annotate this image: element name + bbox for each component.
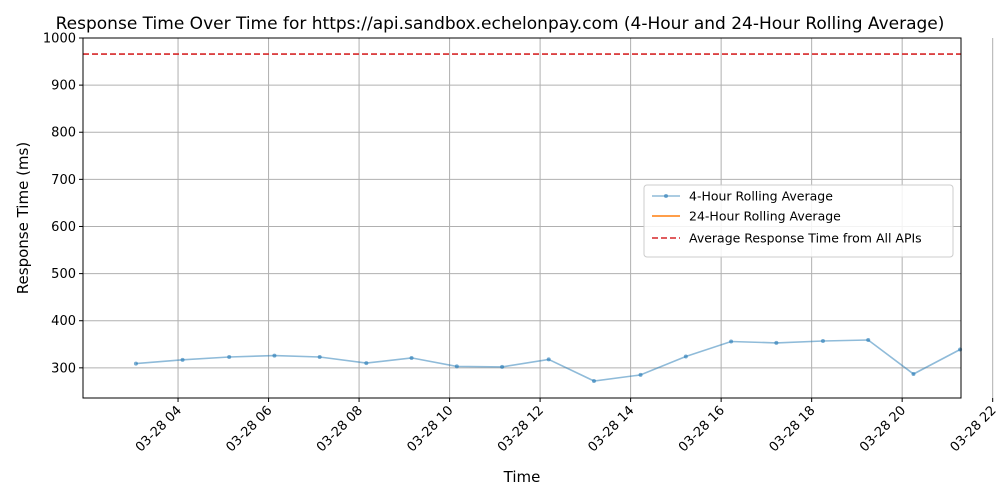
- legend-label: 24-Hour Rolling Average: [689, 209, 841, 224]
- x-tick-label: 03-28 16: [676, 403, 728, 455]
- series-point-4h-rolling-average: [774, 340, 779, 345]
- x-tick-label: 03-28 08: [314, 403, 366, 455]
- series-point-4h-rolling-average: [911, 371, 916, 376]
- series-layer: [83, 53, 963, 384]
- series-point-4h-rolling-average: [227, 355, 232, 360]
- x-tick-label: 03-28 14: [586, 403, 638, 455]
- x-axis: 03-28 04 03-28 06 03-28 08 03-28 10 03-28 12…: [133, 398, 1000, 455]
- legend-frame: [643, 184, 954, 258]
- series-point-4h-rolling-average: [364, 361, 369, 366]
- legend-label: Average Response Time from All APIs: [689, 231, 922, 246]
- x-tick-label: 03-28 10: [404, 403, 456, 455]
- y-tick-label: 900: [51, 79, 76, 94]
- y-tick-label: 500: [51, 267, 76, 282]
- legend-swatch-marker: [664, 194, 668, 198]
- series-point-4h-rolling-average: [546, 357, 551, 362]
- x-tick-label: 03-28 20: [857, 403, 909, 455]
- series-point-4h-rolling-average: [272, 353, 277, 358]
- y-axis: 300 400 500 600 700 800 900 1000: [43, 32, 83, 376]
- y-tick-label: 700: [51, 173, 76, 188]
- series-point-4h-rolling-average: [591, 379, 596, 384]
- series-point-4h-rolling-average: [500, 364, 505, 369]
- series-point-4h-rolling-average: [409, 355, 414, 360]
- x-tick-label: 03-28 18: [767, 403, 819, 455]
- y-axis-label: Response Time (ms): [14, 142, 32, 294]
- x-tick-label: 03-28 04: [133, 403, 185, 455]
- series-point-4h-rolling-average: [638, 372, 643, 377]
- x-axis-label: Time: [503, 468, 541, 486]
- legend: 4-Hour Rolling Average 24-Hour Rolling Av…: [643, 184, 954, 258]
- series-point-4h-rolling-average: [317, 355, 322, 360]
- y-tick-label: 1000: [43, 32, 76, 47]
- series-point-4h-rolling-average: [820, 338, 825, 343]
- series-point-4h-rolling-average: [866, 338, 871, 343]
- series-point-4h-rolling-average: [133, 361, 138, 366]
- plot-frame: [82, 37, 962, 399]
- chart-title: Response Time Over Time for https://api.…: [56, 14, 945, 34]
- series-point-4h-rolling-average: [729, 339, 734, 344]
- x-tick-label: 03-28 06: [223, 403, 275, 455]
- y-tick-label: 600: [51, 220, 76, 235]
- grid: [83, 37, 994, 398]
- series-point-4h-rolling-average: [454, 364, 459, 369]
- legend-label: 4-Hour Rolling Average: [689, 189, 833, 204]
- x-tick-label: 03-28 12: [495, 403, 547, 455]
- y-tick-label: 400: [51, 314, 76, 329]
- y-tick-label: 300: [51, 361, 76, 376]
- y-tick-label: 800: [51, 126, 76, 141]
- series-point-4h-rolling-average: [180, 357, 185, 362]
- series-point-4h-rolling-average: [683, 354, 688, 359]
- x-tick-label: 03-28 22: [948, 403, 1000, 455]
